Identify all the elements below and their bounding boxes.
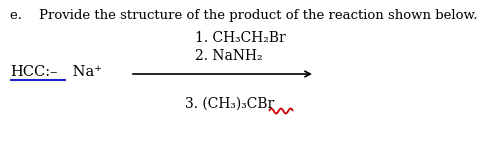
Text: e.    Provide the structure of the product of the reaction shown below.: e. Provide the structure of the product … [10,9,477,22]
Text: HCC:–: HCC:– [10,65,58,79]
Text: 3. (CH₃)₃CBr: 3. (CH₃)₃CBr [184,97,274,111]
Text: 1. CH₃CH₂Br: 1. CH₃CH₂Br [195,31,285,45]
Text: 2. NaNH₂: 2. NaNH₂ [195,49,262,63]
Text: Na⁺: Na⁺ [68,65,102,79]
